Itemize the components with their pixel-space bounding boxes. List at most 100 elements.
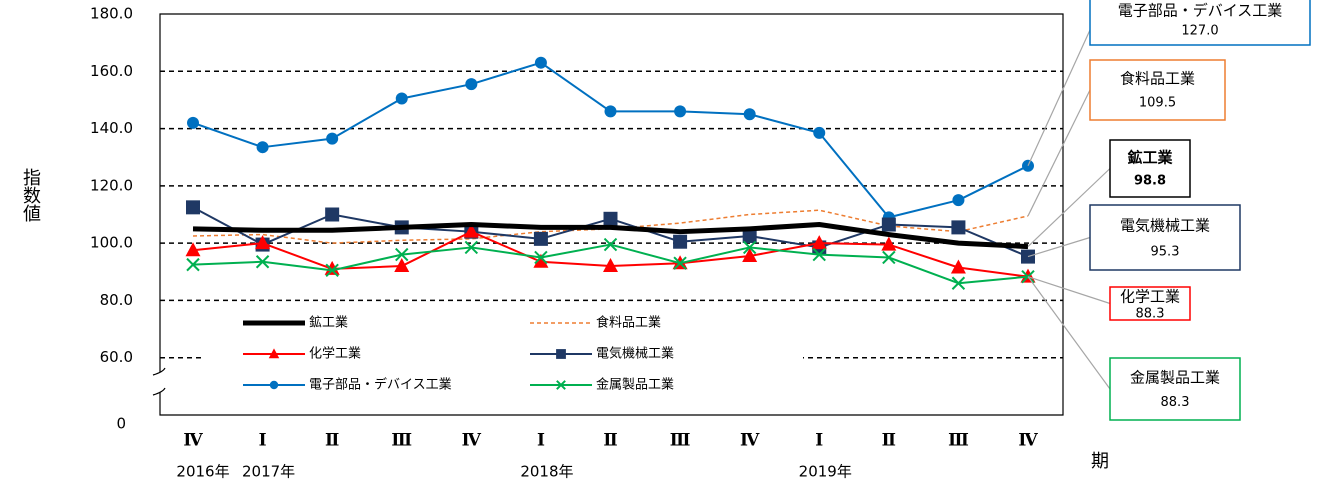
callout-box — [1109, 139, 1191, 198]
callout-value: 127.0 — [1181, 24, 1218, 39]
marker — [811, 235, 827, 250]
marker — [742, 240, 757, 255]
leader-line — [1027, 89, 1091, 217]
marker — [533, 231, 548, 246]
marker — [186, 200, 200, 215]
callout-value: 88.3 — [1161, 395, 1190, 410]
callout-name: 化学工業 — [1120, 287, 1180, 305]
marker — [812, 247, 826, 262]
marker — [324, 260, 340, 275]
leader-line — [1027, 236, 1091, 258]
marker — [255, 235, 271, 250]
marker — [534, 56, 547, 69]
marker — [395, 92, 408, 105]
callout-box — [1089, 0, 1311, 46]
callout-name: 電子部品・デバイス工業 — [1118, 2, 1283, 20]
x-tick-label: Ⅱ — [882, 431, 896, 451]
marker — [556, 380, 566, 390]
x-tick-label: Ⅲ — [391, 431, 412, 451]
leader-line — [1027, 29, 1091, 167]
marker — [269, 380, 279, 390]
leader-line — [1027, 276, 1111, 305]
marker — [603, 211, 618, 226]
marker — [951, 276, 966, 290]
callout-name: 食料品工業 — [1120, 70, 1195, 88]
marker — [604, 105, 617, 118]
marker — [185, 242, 201, 257]
y-axis-title: 指数値 — [20, 168, 41, 222]
marker — [534, 250, 548, 265]
callout-name: 鉱工業 — [1127, 149, 1173, 167]
x-tick-label: Ⅱ — [325, 431, 339, 451]
legend-label: 化学工業 — [309, 346, 361, 362]
y-tick-label: 60.0 — [100, 348, 133, 366]
callout-value: 95.3 — [1151, 244, 1180, 259]
marker — [673, 234, 688, 249]
marker — [326, 132, 339, 145]
year-label: 2017年 — [242, 463, 295, 481]
y-tick-label: 120.0 — [90, 176, 133, 194]
legend-label: 金属製品工業 — [596, 377, 674, 393]
x-tick-label: Ⅲ — [670, 431, 691, 451]
year-label: 2018年 — [520, 463, 573, 481]
callout-value: 109.5 — [1139, 96, 1176, 111]
axis-break — [152, 367, 166, 396]
marker — [395, 247, 409, 262]
y-tick-label: 180.0 — [90, 5, 133, 23]
marker — [325, 207, 340, 222]
y-tick-label: 160.0 — [90, 62, 133, 80]
callout-value: 88.3 — [1136, 307, 1165, 322]
legend-label: 電子部品・デバイス工業 — [309, 377, 452, 393]
callout-box — [1109, 286, 1191, 321]
legend-label: 食料品工業 — [596, 315, 661, 331]
legend-label: 鉱工業 — [309, 315, 348, 331]
marker — [186, 257, 200, 272]
marker — [533, 253, 549, 268]
marker — [881, 236, 897, 251]
marker — [556, 349, 566, 359]
marker — [813, 126, 826, 139]
series-line — [192, 61, 1029, 219]
marker — [394, 258, 410, 273]
callout-name: 電気機械工業 — [1120, 216, 1210, 234]
series — [192, 222, 1029, 250]
marker — [742, 248, 758, 263]
leader-line — [1027, 276, 1111, 390]
marker — [268, 348, 280, 359]
marker — [325, 263, 339, 278]
marker — [674, 105, 687, 118]
marker — [255, 255, 270, 269]
marker — [463, 223, 479, 238]
marker — [882, 250, 896, 265]
y-break-label: 0 — [116, 415, 126, 433]
year-label: 2019年 — [799, 463, 852, 481]
plot-frame — [159, 13, 1064, 416]
marker — [256, 141, 269, 154]
callout-box — [1089, 59, 1226, 121]
marker — [950, 259, 966, 274]
x-tick-label: Ⅲ — [948, 431, 969, 451]
marker — [952, 194, 965, 207]
marker — [603, 237, 618, 252]
x-tick-label: Ⅱ — [603, 431, 617, 451]
callout-box — [1089, 204, 1241, 271]
legend-label: 電気機械工業 — [596, 346, 674, 362]
y-tick-label: 140.0 — [90, 119, 133, 137]
year-label: 2016年 — [176, 463, 229, 481]
marker — [742, 228, 757, 243]
marker — [465, 78, 478, 91]
callout-value: 98.8 — [1134, 174, 1166, 189]
marker — [603, 258, 618, 273]
x-axis-title: 期 — [1091, 451, 1109, 472]
x-tick-label: Ⅳ — [1018, 431, 1038, 451]
marker — [881, 217, 896, 232]
marker — [743, 108, 756, 121]
marker — [673, 256, 687, 270]
x-tick-label: Ⅰ — [259, 431, 267, 451]
y-tick-label: 80.0 — [100, 291, 133, 309]
leader-line — [1027, 168, 1111, 248]
x-tick-label: Ⅰ — [537, 431, 545, 451]
marker — [187, 116, 199, 129]
series-line — [192, 222, 1029, 250]
